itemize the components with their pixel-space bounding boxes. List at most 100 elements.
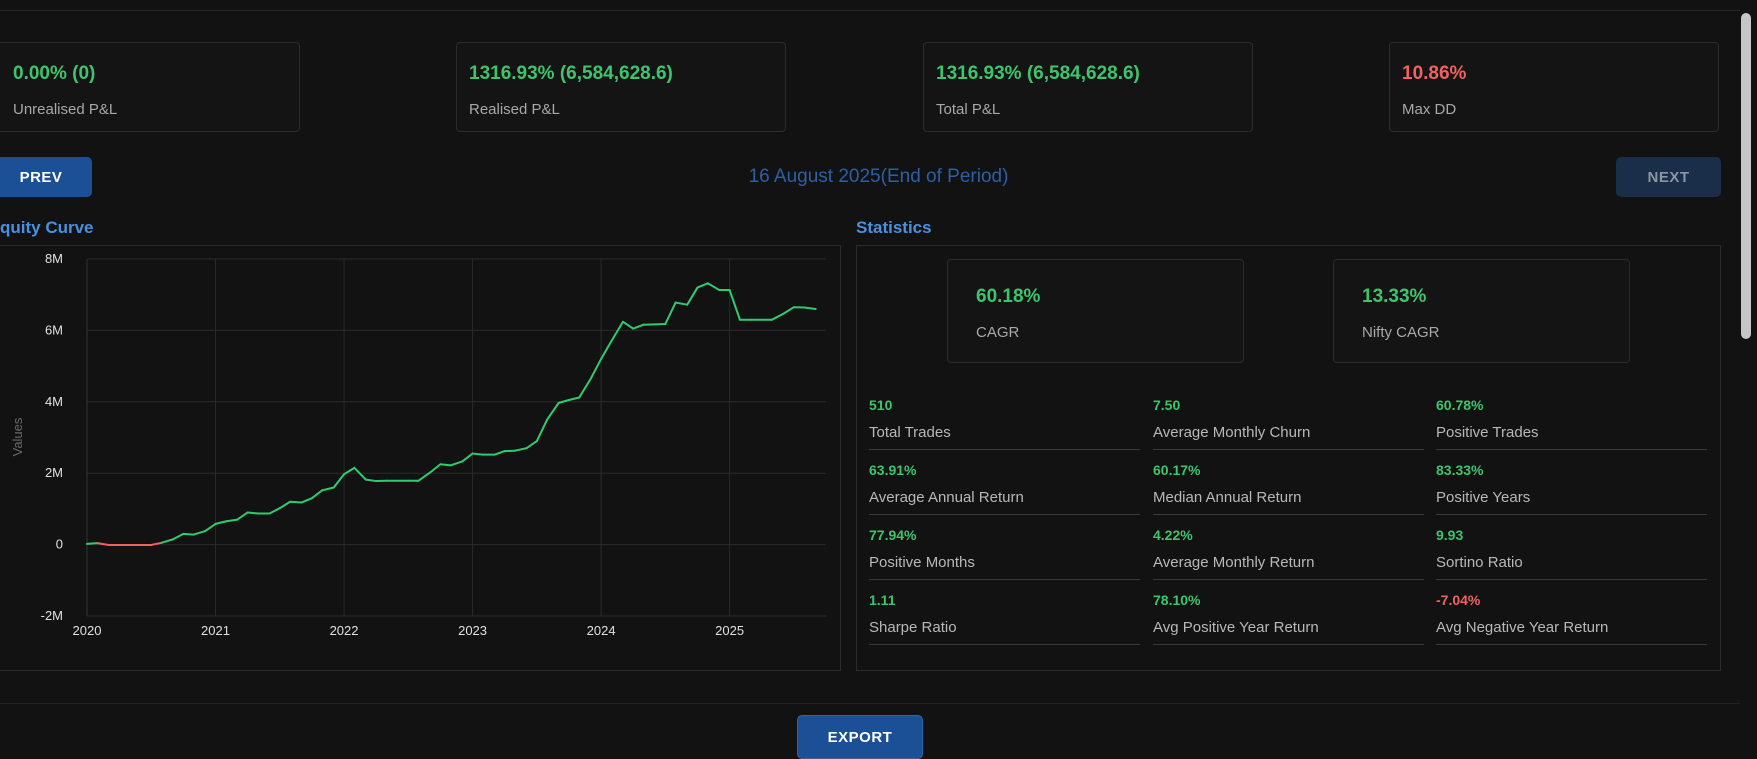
y-tick-label: 2M xyxy=(45,465,63,480)
equity-line-segment xyxy=(527,441,537,448)
equity-line-segment xyxy=(676,303,688,305)
equity-line-segment xyxy=(430,464,440,472)
equity-line-segment xyxy=(173,534,183,539)
y-tick-label: -2M xyxy=(41,608,63,623)
equity-line-segment xyxy=(665,303,675,324)
equity-line-segment xyxy=(322,487,334,490)
cagr-card: 60.18% CAGR xyxy=(947,259,1244,363)
equity-curve-title: quity Curve xyxy=(0,218,94,238)
stat-label: Positive Months xyxy=(869,554,975,571)
equity-line-segment xyxy=(237,512,247,519)
stat-value: 9.93 xyxy=(1436,527,1463,543)
realised-pnl-value: 1316.93% (6,584,628.6) xyxy=(469,63,673,85)
stat-item: 7.50 Average Monthly Churn xyxy=(1153,397,1424,450)
equity-line-segment xyxy=(248,512,258,513)
stat-item: 510 Total Trades xyxy=(869,397,1140,450)
stat-item: 60.78% Positive Trades xyxy=(1436,397,1707,450)
equity-line-segment xyxy=(559,400,569,403)
stat-label: Total Trades xyxy=(869,424,951,441)
stat-label: Median Annual Return xyxy=(1153,489,1301,506)
equity-line-segment xyxy=(226,520,238,522)
equity-line-segment xyxy=(312,490,322,498)
realised-pnl-card: 1316.93% (6,584,628.6) Realised P&L xyxy=(456,42,786,132)
equity-line-segment xyxy=(804,308,816,309)
equity-line-segment xyxy=(366,480,376,481)
stat-label: Average Monthly Return xyxy=(1153,554,1314,571)
equity-line-segment xyxy=(280,502,290,508)
equity-line-segment xyxy=(623,322,633,329)
equity-line-segment xyxy=(611,322,623,341)
equity-line-segment xyxy=(183,534,193,535)
nifty-cagr-card: 13.33% Nifty CAGR xyxy=(1333,259,1630,363)
equity-line-segment xyxy=(419,472,431,480)
stat-label: Positive Years xyxy=(1436,489,1530,506)
y-tick-label: 0 xyxy=(56,537,63,552)
stat-label: Average Monthly Churn xyxy=(1153,424,1310,441)
stat-label: Sharpe Ratio xyxy=(869,619,957,636)
y-tick-label: 8M xyxy=(45,251,63,266)
equity-line-segment xyxy=(270,508,280,513)
total-pnl-value: 1316.93% (6,584,628.6) xyxy=(936,63,1140,85)
equity-line-segment xyxy=(162,539,174,543)
equity-line-segment xyxy=(591,359,601,379)
x-tick-label: 2022 xyxy=(330,623,359,638)
stat-item: 63.91% Average Annual Return xyxy=(869,462,1140,515)
statistics-title: Statistics xyxy=(856,218,932,238)
cagr-label: CAGR xyxy=(976,324,1019,341)
y-axis-label: Values xyxy=(10,417,25,456)
equity-line-segment xyxy=(462,454,472,462)
max-dd-card: 10.86% Max DD xyxy=(1389,42,1719,132)
equity-line-segment xyxy=(547,403,559,420)
equity-line-segment xyxy=(537,420,547,441)
stat-value: -7.04% xyxy=(1436,592,1480,608)
stat-label: Positive Trades xyxy=(1436,424,1539,441)
equity-line-segment xyxy=(440,464,450,465)
total-pnl-label: Total P&L xyxy=(936,101,1000,118)
stat-label: Average Annual Return xyxy=(869,489,1024,506)
nifty-cagr-value: 13.33% xyxy=(1362,286,1426,308)
stat-value: 60.17% xyxy=(1153,462,1200,478)
equity-line-segment xyxy=(730,290,740,320)
stat-value: 78.10% xyxy=(1153,592,1200,608)
stat-item: -7.04% Avg Negative Year Return xyxy=(1436,592,1707,645)
stat-item: 1.11 Sharpe Ratio xyxy=(869,592,1140,645)
stat-value: 60.78% xyxy=(1436,397,1483,413)
equity-line-segment xyxy=(697,283,707,287)
x-tick-label: 2021 xyxy=(201,623,230,638)
y-tick-label: 4M xyxy=(45,394,63,409)
stat-item: 4.22%Average Monthly Return xyxy=(1153,527,1424,580)
equity-line-segment xyxy=(601,341,611,359)
equity-line-segment xyxy=(354,468,366,480)
equity-line-segment xyxy=(569,398,579,400)
equity-line-segment xyxy=(451,461,463,465)
realised-pnl-label: Realised P&L xyxy=(469,101,560,118)
unrealised-pnl-value: 0.00% (0) xyxy=(13,63,95,85)
scrollbar-thumb[interactable] xyxy=(1741,13,1751,339)
stat-value: 83.33% xyxy=(1436,462,1483,478)
y-tick-label: 6M xyxy=(45,322,63,337)
stat-value: 510 xyxy=(869,397,892,413)
stat-value: 1.11 xyxy=(869,592,895,608)
stat-value: 7.50 xyxy=(1153,397,1180,413)
equity-line-segment xyxy=(473,454,483,455)
equity-line-segment xyxy=(205,524,215,531)
max-dd-value: 10.86% xyxy=(1402,63,1466,85)
equity-line-segment xyxy=(515,448,527,450)
top-divider xyxy=(0,10,1740,11)
equity-line-segment xyxy=(290,502,302,503)
stat-label: Avg Negative Year Return xyxy=(1436,619,1608,636)
x-tick-label: 2024 xyxy=(587,623,616,638)
export-button[interactable]: EXPORT xyxy=(797,715,923,759)
bottom-divider xyxy=(0,703,1740,704)
stat-label: Avg Positive Year Return xyxy=(1153,619,1319,636)
equity-line-segment xyxy=(194,531,206,535)
equity-line-segment xyxy=(784,307,794,313)
equity-line-segment xyxy=(494,451,504,455)
stat-item: 78.10% Avg Positive Year Return xyxy=(1153,592,1424,645)
stat-value: 63.91% xyxy=(869,462,916,478)
equity-line-segment xyxy=(334,474,344,487)
next-button[interactable]: NEXT xyxy=(1616,157,1721,197)
stat-item: 83.33% Positive Years xyxy=(1436,462,1707,515)
